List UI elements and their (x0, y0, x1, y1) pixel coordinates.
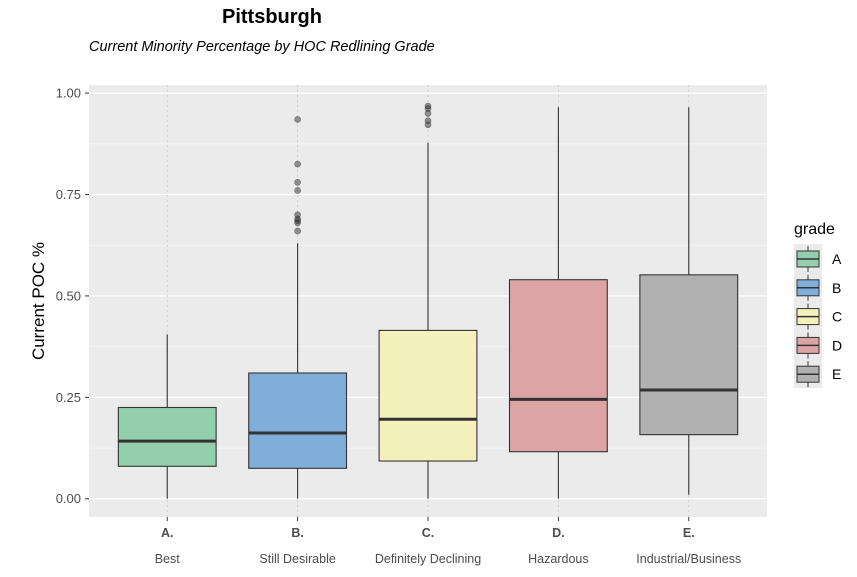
box-iqr (378, 329, 478, 462)
y-axis: 0.00 0.25 0.50 0.75 1.00 (56, 86, 89, 506)
legend-item-E: E (796, 361, 841, 388)
box-series (117, 102, 739, 499)
legend-label: E (832, 366, 841, 382)
legend-label: B (832, 280, 841, 296)
y-tick-label: 0.25 (56, 390, 81, 405)
box-E (639, 107, 739, 495)
legend-label: A (832, 251, 842, 267)
legend-item-B: B (796, 274, 841, 301)
outlier-point (294, 116, 301, 123)
outlier-point (424, 102, 432, 110)
y-tick-label: 0.75 (56, 187, 81, 202)
box-A (117, 334, 217, 499)
chart-subtitle: Current Minority Percentage by HOC Redli… (89, 39, 435, 55)
x-tick-label-name: Still Desirable (259, 552, 335, 566)
box-B (248, 116, 348, 499)
legend-label: D (832, 337, 842, 353)
legend-title: grade (794, 221, 835, 238)
legend-label: C (832, 309, 842, 325)
x-tick-label-code: B. (291, 526, 304, 540)
x-tick-label-name: Hazardous (528, 552, 588, 566)
outlier-point (294, 179, 301, 186)
outlier-point (294, 227, 301, 235)
x-axis: A. Best B. Still Desirable C. Definitely Decl… (155, 517, 741, 566)
box-C (378, 102, 478, 499)
legend-item-A: A (796, 246, 842, 272)
x-tick-label-name: Best (155, 552, 181, 566)
x-tick-label-code: E. (683, 526, 695, 540)
outlier-point (294, 160, 301, 168)
x-tick-label-code: C. (422, 526, 435, 540)
outlier-point (424, 117, 432, 124)
box-iqr (248, 372, 348, 469)
outlier-point (294, 211, 301, 219)
outlier-point (294, 187, 301, 194)
box-iqr (117, 406, 217, 467)
y-axis-label: Current POC % (29, 242, 48, 360)
legend-item-D: D (796, 332, 842, 359)
x-tick-label-name: Industrial/Business (636, 552, 741, 566)
chart-title: Pittsburgh (222, 6, 322, 28)
x-tick-label-code: D. (552, 526, 565, 540)
box-iqr (508, 279, 608, 453)
x-tick-label-name: Definitely Declining (375, 552, 481, 566)
y-tick-label: 1.00 (56, 86, 81, 101)
box-D (508, 107, 608, 499)
y-tick-label: 0.50 (56, 288, 81, 303)
legend-item-C: C (796, 303, 842, 330)
box-iqr (639, 274, 739, 436)
y-tick-label: 0.00 (56, 491, 81, 506)
x-tick-label-code: A. (161, 526, 174, 540)
